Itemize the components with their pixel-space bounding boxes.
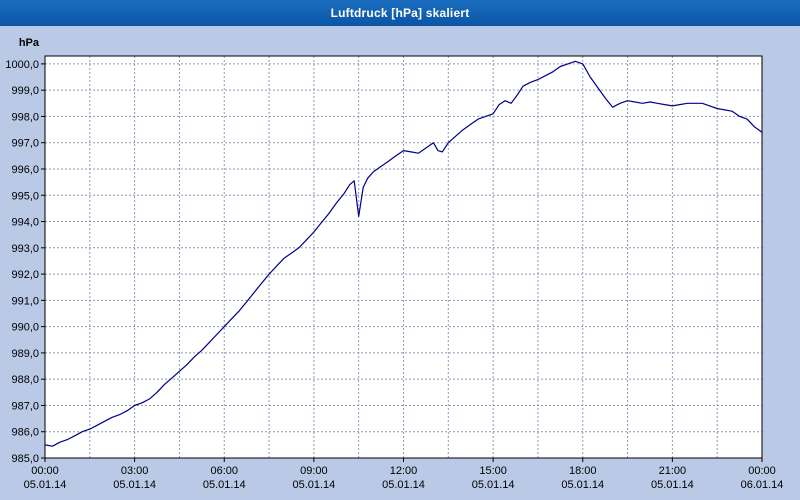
x-tick-time-label: 00:00 — [31, 465, 59, 477]
y-tick-label: 989,0 — [11, 348, 39, 360]
x-tick-time-label: 21:00 — [659, 465, 687, 477]
window-title: Luftdruck [hPa] skaliert — [330, 6, 470, 20]
x-tick-time-label: 06:00 — [210, 465, 238, 477]
y-tick-label: 997,0 — [11, 138, 39, 150]
y-tick-label: 996,0 — [11, 164, 39, 176]
x-tick-date-label: 05.01.14 — [651, 479, 694, 491]
y-tick-label: 991,0 — [11, 295, 39, 307]
x-tick-time-label: 09:00 — [300, 465, 328, 477]
x-tick-date-label: 05.01.14 — [292, 479, 335, 491]
y-tick-label: 998,0 — [11, 111, 39, 123]
x-tick-time-label: 03:00 — [121, 465, 149, 477]
y-tick-label: 986,0 — [11, 427, 39, 439]
x-tick-time-label: 12:00 — [390, 465, 418, 477]
y-tick-label: 985,0 — [11, 453, 39, 465]
x-tick-date-label: 05.01.14 — [203, 479, 246, 491]
x-tick-date-label: 06.01.14 — [741, 479, 784, 491]
y-tick-label: 995,0 — [11, 190, 39, 202]
x-tick-date-label: 05.01.14 — [382, 479, 425, 491]
pressure-line-chart: 985,0 986,0 987,0 988,0 989,0 990,0 991,0 992,0… — [5, 37, 784, 491]
x-tick-time-label: 18:00 — [569, 465, 597, 477]
y-tick-label: 993,0 — [11, 243, 39, 255]
chart-area: 985,0 986,0 987,0 988,0 989,0 990,0 991,0 992,0… — [0, 26, 800, 500]
title-bar: Luftdruck [hPa] skaliert — [0, 0, 800, 26]
pressure-series-line — [44, 60, 763, 447]
y-tick-label: 987,0 — [11, 400, 39, 412]
x-tick-date-label: 05.01.14 — [472, 479, 515, 491]
y-tick-label: 990,0 — [11, 322, 39, 334]
y-tick-label: 994,0 — [11, 217, 39, 229]
x-tick-date-label: 05.01.14 — [113, 479, 156, 491]
x-tick-time-label: 15:00 — [479, 465, 507, 477]
y-axis-unit-label: hPa — [19, 37, 40, 49]
x-tick-date-label: 05.01.14 — [24, 479, 67, 491]
y-tick-label: 988,0 — [11, 374, 39, 386]
y-tick-label: 1000,0 — [5, 59, 39, 71]
y-tick-label: 999,0 — [11, 85, 39, 97]
x-tick-date-label: 05.01.14 — [561, 479, 604, 491]
x-tick-time-label: 00:00 — [748, 465, 776, 477]
y-tick-label: 992,0 — [11, 269, 39, 281]
